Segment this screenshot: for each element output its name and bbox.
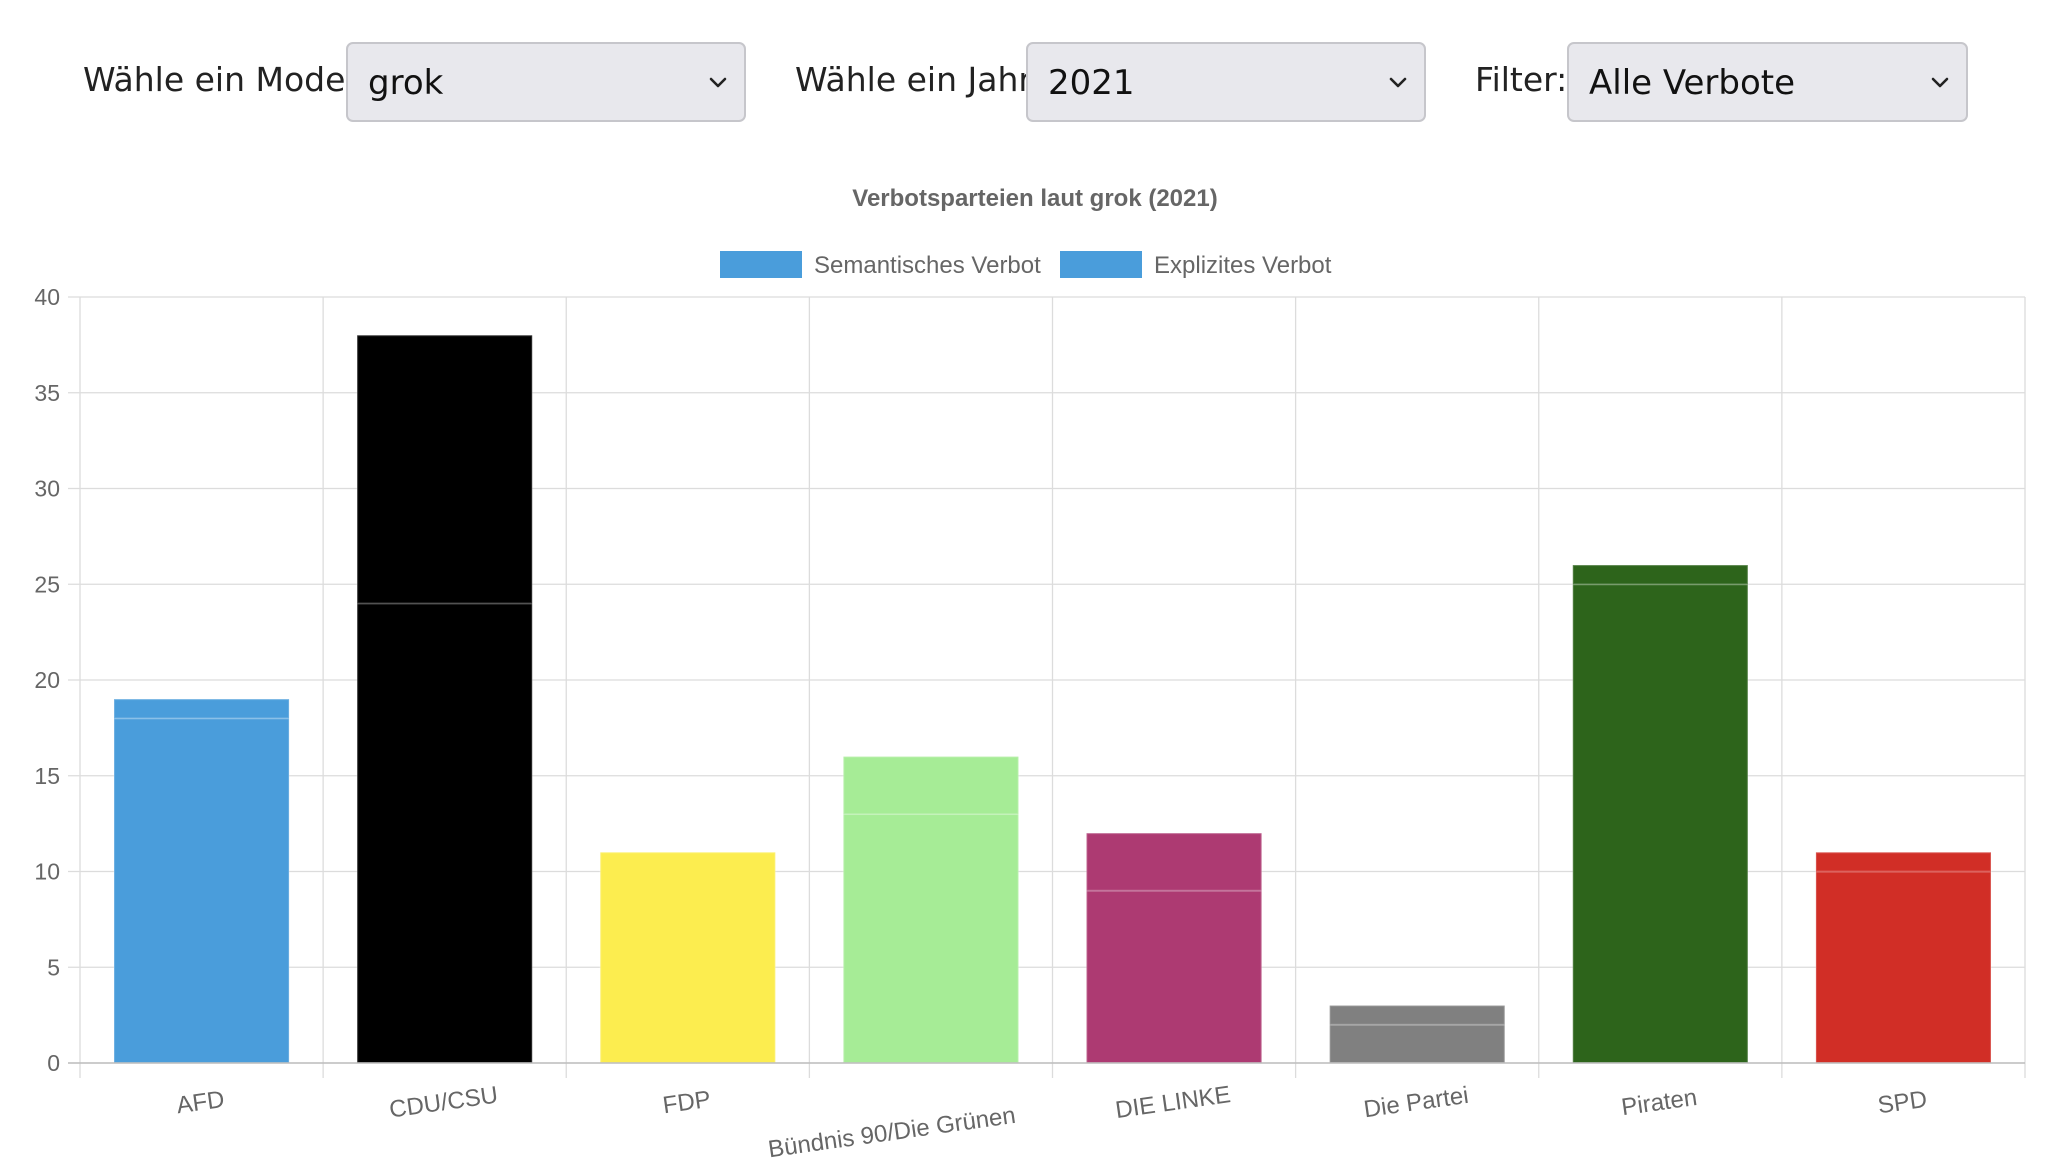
bar-segment-semantic	[356, 602, 534, 1065]
bar-chart: Verbotsparteien laut grok (2021) Semantis…	[34, 185, 2026, 1163]
bar-segment-explicit	[1571, 564, 1749, 586]
legend-label: Explizites Verbot	[1154, 252, 1332, 279]
bar-segment-semantic	[113, 717, 291, 1064]
legend-swatch	[1060, 251, 1142, 278]
bar-segment-semantic	[1328, 1023, 1506, 1064]
bar-segment-explicit	[1085, 832, 1263, 892]
bar-segment-semantic	[1085, 889, 1263, 1065]
legend-label: Semantisches Verbot	[814, 252, 1041, 279]
x-tick-label: DIE LINKE	[1114, 1081, 1233, 1124]
y-tick-label: 35	[34, 380, 60, 406]
bar-segment-explicit	[1814, 851, 1992, 873]
y-tick-label: 10	[34, 859, 60, 885]
year-select[interactable]: 2021	[1026, 42, 1426, 122]
filter-select[interactable]: Alle Verbote	[1567, 42, 1968, 122]
filter-select-value: Alle Verbote	[1589, 63, 1796, 103]
x-tick-label: FDP	[661, 1086, 712, 1119]
y-tick-label: 5	[47, 954, 60, 980]
x-tick-label: CDU/CSU	[388, 1082, 500, 1124]
y-tick-label: 20	[34, 667, 60, 693]
x-tick-label: AFD	[175, 1086, 226, 1119]
y-tick-label: 40	[34, 284, 60, 310]
y-tick-label: 30	[34, 476, 60, 502]
chevron-down-icon	[1931, 77, 1949, 88]
y-tick-label: 25	[34, 571, 60, 597]
bar-segment-semantic	[599, 851, 777, 1064]
y-tick-label: 0	[47, 1050, 60, 1076]
y-tick-label: 15	[34, 763, 60, 789]
year-label: Wähle ein Jahr:	[795, 60, 1043, 99]
bar-segment-explicit	[1328, 1004, 1506, 1026]
bar-segment-explicit	[842, 755, 1020, 816]
bar-segment-explicit	[356, 334, 534, 605]
year-select-value: 2021	[1048, 63, 1135, 103]
legend-swatch	[720, 251, 802, 278]
bar-segment-semantic	[1571, 583, 1749, 1064]
bar-segment-semantic	[1814, 870, 1992, 1064]
model-select[interactable]: grok	[346, 42, 746, 122]
bar-segment-semantic	[842, 813, 1020, 1064]
filter-label: Filter:	[1475, 60, 1568, 99]
x-tick-label: Piraten	[1620, 1084, 1699, 1121]
bar-segment-explicit	[113, 698, 291, 720]
chevron-down-icon	[709, 77, 727, 88]
x-tick-label: Bündnis 90/Die Grünen	[766, 1102, 1017, 1163]
x-tick-label: SPD	[1876, 1086, 1929, 1120]
model-label: Wähle ein Modell:	[83, 60, 375, 99]
controls-bar: Wähle ein Modell: grok Wähle ein Jahr: 2…	[0, 0, 2070, 130]
chevron-down-icon	[1389, 77, 1407, 88]
model-select-value: grok	[368, 63, 444, 103]
x-tick-label: Die Partei	[1362, 1082, 1470, 1123]
chart-title: Verbotsparteien laut grok (2021)	[852, 185, 1217, 212]
